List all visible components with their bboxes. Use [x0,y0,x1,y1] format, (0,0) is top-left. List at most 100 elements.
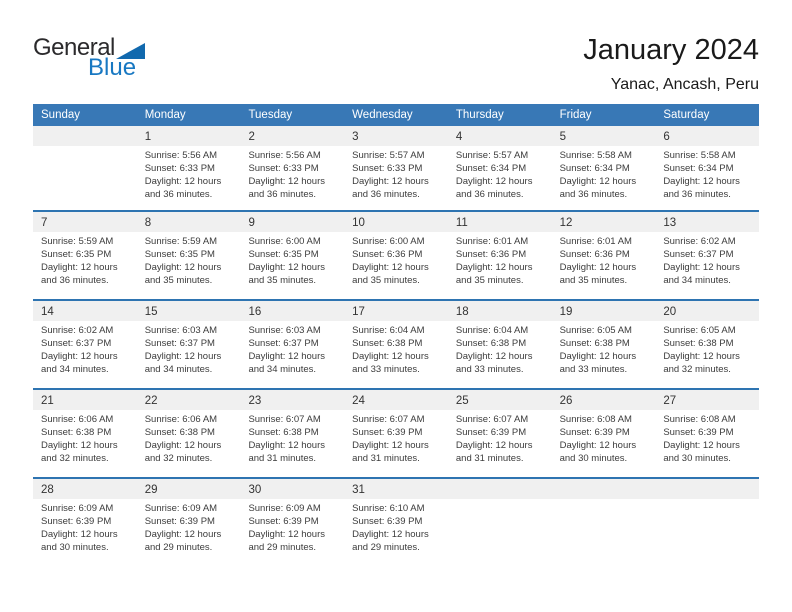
day-cell-1: 1 Sunrise: 5:56 AM Sunset: 6:33 PM Daylight… [136,126,241,210]
daylight-line-1: Daylight: 12 hours [248,351,326,362]
empty-day-cell [655,479,760,566]
date-band [33,126,137,146]
day-details: Sunrise: 6:01 AM Sunset: 6:36 PM Daylight:… [552,232,656,287]
day-details: Sunrise: 5:58 AM Sunset: 6:34 PM Daylight:… [655,146,759,201]
sunset-line: Sunset: 6:38 PM [663,338,734,349]
weekday-header-wednesday: Wednesday [352,109,413,121]
sunset-line: Sunset: 6:38 PM [41,427,112,438]
daylight-line-1: Daylight: 12 hours [455,440,533,451]
day-number: 30 [248,484,262,496]
daylight-line-1: Daylight: 12 hours [352,440,429,451]
sunset-line: Sunset: 6:37 PM [663,249,734,260]
week-row-2: 7 Sunrise: 5:59 AM Sunset: 6:35 PM Daylight… [33,210,760,299]
date-band: 11 [447,212,552,232]
day-cell-17: 17 Sunrise: 6:04 AM Sunset: 6:38 PM Dayligh… [344,301,448,388]
weekday-header-monday: Monday [144,109,186,121]
sunrise-line: Sunrise: 5:56 AM [144,150,218,161]
daylight-line-2: and 33 minutes. [352,364,420,375]
sunrise-line: Sunrise: 6:07 AM [248,414,321,425]
day-cell-20: 20 Sunrise: 6:05 AM Sunset: 6:38 PM Dayligh… [655,301,760,388]
sunset-line: Sunset: 6:35 PM [41,249,112,260]
day-number: 20 [663,306,677,318]
date-band: 22 [136,390,241,410]
weekday-header-tuesday: Tuesday [248,109,293,121]
sunrise-line: Sunrise: 6:00 AM [352,236,425,247]
sunrise-line: Sunrise: 6:10 AM [352,503,425,514]
daylight-line-2: and 31 minutes. [352,453,420,464]
day-details: Sunrise: 6:09 AM Sunset: 6:39 PM Daylight:… [137,499,241,554]
week-row-3: 14 Sunrise: 6:02 AM Sunset: 6:37 PM Dayligh… [33,299,760,388]
sunset-line: Sunset: 6:37 PM [41,338,112,349]
daylight-line-1: Daylight: 12 hours [144,351,222,362]
sunset-line: Sunset: 6:39 PM [41,516,112,527]
day-details: Sunrise: 5:59 AM Sunset: 6:35 PM Daylight:… [33,232,137,287]
date-band: 20 [655,301,760,321]
sunrise-line: Sunrise: 6:05 AM [559,325,632,336]
day-details: Sunrise: 6:08 AM Sunset: 6:39 PM Daylight:… [655,410,759,465]
daylight-line-2: and 33 minutes. [559,364,628,375]
day-details: Sunrise: 6:02 AM Sunset: 6:37 PM Daylight:… [33,321,137,376]
date-band: 30 [240,479,345,499]
daylight-line-1: Daylight: 12 hours [559,440,637,451]
logo: General Blue [33,36,145,80]
daylight-line-1: Daylight: 12 hours [144,440,222,451]
sunset-line: Sunset: 6:38 PM [352,338,423,349]
date-band: 1 [136,126,241,146]
date-band [551,479,656,499]
day-cell-24: 24 Sunrise: 6:07 AM Sunset: 6:39 PM Dayligh… [344,390,448,477]
day-details: Sunrise: 5:57 AM Sunset: 6:33 PM Daylight:… [344,146,448,201]
weekday-header-sunday: Sunday [41,109,81,121]
date-band: 10 [344,212,448,232]
date-band: 26 [551,390,656,410]
day-cell-14: 14 Sunrise: 6:02 AM Sunset: 6:37 PM Dayligh… [33,301,137,388]
daylight-line-2: and 30 minutes. [559,453,628,464]
date-band: 8 [136,212,241,232]
week-row-5: 28 Sunrise: 6:09 AM Sunset: 6:39 PM Dayligh… [33,477,760,566]
daylight-line-2: and 34 minutes. [41,364,109,375]
day-cell-28: 28 Sunrise: 6:09 AM Sunset: 6:39 PM Dayligh… [33,479,137,566]
logo-text-general: General [33,34,115,61]
sunset-line: Sunset: 6:36 PM [455,249,527,260]
empty-day-cell [33,126,137,210]
daylight-line-2: and 36 minutes. [248,189,317,200]
sunrise-line: Sunrise: 6:09 AM [144,503,218,514]
sunrise-line: Sunrise: 5:58 AM [559,150,632,161]
day-number: 19 [559,306,573,318]
daylight-line-1: Daylight: 12 hours [41,262,118,273]
sunset-line: Sunset: 6:33 PM [248,163,319,174]
daylight-line-2: and 31 minutes. [455,453,524,464]
date-band: 13 [655,212,760,232]
day-number: 12 [559,217,573,229]
daylight-line-2: and 35 minutes. [559,275,628,286]
day-details: Sunrise: 6:10 AM Sunset: 6:39 PM Daylight:… [344,499,448,554]
weekday-header-saturday: Saturday [663,109,710,121]
day-details: Sunrise: 6:05 AM Sunset: 6:38 PM Daylight:… [552,321,656,376]
day-cell-31: 31 Sunrise: 6:10 AM Sunset: 6:39 PM Dayligh… [344,479,448,566]
date-band: 25 [447,390,552,410]
daylight-line-1: Daylight: 12 hours [352,176,429,187]
date-band: 23 [240,390,345,410]
day-number: 23 [248,395,262,407]
daylight-line-1: Daylight: 12 hours [41,529,118,540]
date-band: 16 [240,301,345,321]
date-band: 7 [33,212,137,232]
day-cell-13: 13 Sunrise: 6:02 AM Sunset: 6:37 PM Dayligh… [655,212,760,299]
date-band: 9 [240,212,345,232]
day-number: 8 [144,217,152,229]
week-row-1: 1 Sunrise: 5:56 AM Sunset: 6:33 PM Daylight… [33,126,760,210]
sunset-line: Sunset: 6:34 PM [559,163,630,174]
title-block: January 2024 Yanac, Ancash, Peru [583,34,759,94]
day-number: 28 [41,484,54,496]
daylight-line-1: Daylight: 12 hours [248,440,326,451]
daylight-line-1: Daylight: 12 hours [663,262,740,273]
day-cell-21: 21 Sunrise: 6:06 AM Sunset: 6:38 PM Dayligh… [33,390,137,477]
daylight-line-1: Daylight: 12 hours [248,529,326,540]
sunset-line: Sunset: 6:36 PM [352,249,423,260]
weekday-header-thursday: Thursday [455,109,504,121]
day-cell-7: 7 Sunrise: 5:59 AM Sunset: 6:35 PM Daylight… [33,212,137,299]
day-details: Sunrise: 6:03 AM Sunset: 6:37 PM Daylight:… [137,321,241,376]
day-number: 17 [352,306,365,318]
daylight-line-1: Daylight: 12 hours [41,440,118,451]
sunrise-line: Sunrise: 6:02 AM [663,236,736,247]
sunrise-line: Sunrise: 6:08 AM [559,414,632,425]
